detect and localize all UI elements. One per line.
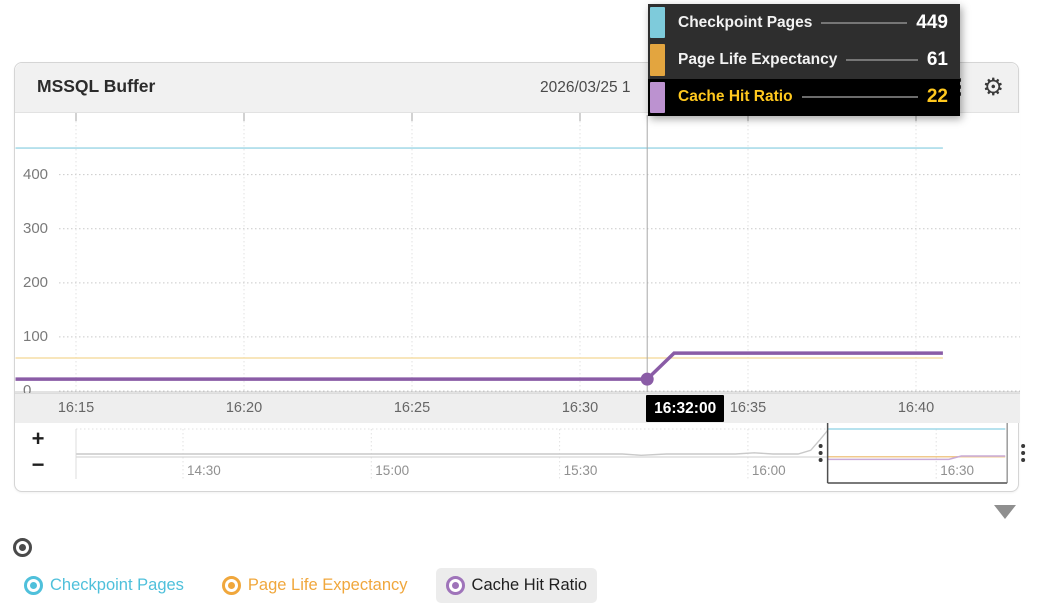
- tooltip-leader-line: [801, 96, 918, 99]
- navigator-time-label: 16:30: [940, 463, 974, 478]
- brush-handle-left-dot: [818, 444, 823, 448]
- legend-radio-icon-cache-hit-ratio-dot: [451, 582, 459, 589]
- y-axis-label: 300: [23, 219, 49, 237]
- tooltip-series-label: Cache Hit Ratio: [678, 88, 793, 106]
- chart-plot-svg: [15, 113, 1020, 393]
- y-axis-label: 0: [23, 382, 32, 399]
- x-axis-label: 16:30: [561, 400, 599, 416]
- brush-handle-left[interactable]: [818, 444, 823, 462]
- collapse-triangle-icon[interactable]: [994, 505, 1016, 519]
- tooltip-series-swatch: [650, 44, 665, 76]
- y-axis-label: 400: [23, 165, 49, 183]
- navigator-time-label: 15:30: [563, 463, 598, 478]
- x-axis-label: 16:25: [393, 400, 431, 416]
- tooltip-leader-line: [821, 21, 908, 24]
- brush-handle-right-dot: [1021, 458, 1026, 462]
- tooltip-leader-line: [846, 58, 918, 61]
- zoom-in-button[interactable]: +: [25, 427, 51, 451]
- legend-item-checkpoint-pages[interactable]: Checkpoint Pages: [14, 568, 194, 603]
- x-axis-label: 16:20: [225, 400, 263, 416]
- navigator-time-label: 16:00: [751, 463, 786, 478]
- chart-panel: MSSQL Buffer 2026/03/25 1 ⚙ 0 100 200 300 40…: [14, 62, 1026, 493]
- x-axis-strip: 16:32:00 16:15 16:20 16:25 16:30 16:35 16:40: [15, 393, 1020, 423]
- tooltip-row: Cache Hit Ratio 22: [648, 78, 960, 116]
- tooltip-series-value: 22: [926, 86, 948, 108]
- tooltip-series-swatch: [650, 81, 665, 113]
- panel-date-range: 2026/03/25 1: [540, 79, 631, 96]
- tooltip-series-swatch: [650, 7, 665, 39]
- navigator-brush[interactable]: [826, 423, 1008, 484]
- navigator-series-history-preview-upper: [76, 429, 829, 457]
- y-axis-label: 100: [23, 327, 49, 345]
- series-line-cache-hit-ratio: [15, 351, 943, 381]
- x-axis-label: 16:15: [57, 400, 95, 416]
- legend-label: Cache Hit Ratio: [471, 576, 588, 594]
- tooltip-series-label: Page Life Expectancy: [678, 50, 838, 68]
- zoom-out-button[interactable]: −: [25, 453, 51, 477]
- navigator-series-cache-hit-ratio: [827, 455, 1006, 461]
- y-axis-label: 200: [23, 273, 49, 291]
- legend-label: Checkpoint Pages: [50, 576, 184, 594]
- tooltip-row: Page Life Expectancy 61: [648, 41, 960, 78]
- series-toggle-radio-icon[interactable]: [13, 538, 32, 557]
- x-axis-label: 16:40: [897, 400, 935, 416]
- tooltip-series-label: Checkpoint Pages: [678, 13, 813, 31]
- brush-handle-left-dot: [818, 451, 823, 455]
- tooltip-series-value: 449: [916, 11, 948, 33]
- brush-handle-left-dot: [818, 458, 823, 462]
- legend-radio-icon-cache-hit-ratio: [445, 576, 465, 595]
- legend-radio-icon-page-life-expectancy-dot: [227, 582, 235, 589]
- navigator-time-label: 15:00: [375, 463, 410, 478]
- timeline-navigator[interactable]: + − 14:30 15:00 15:30 16:00 16:30: [15, 423, 1026, 493]
- legend-item-cache-hit-ratio[interactable]: Cache Hit Ratio: [435, 568, 598, 603]
- legend-radio-icon-page-life-expectancy: [221, 576, 241, 595]
- tooltip-row: Checkpoint Pages 449: [648, 4, 960, 41]
- cursor-time-flag: 16:32:00: [646, 395, 725, 422]
- panel-title: MSSQL Buffer: [37, 76, 156, 96]
- legend-item-page-life-expectancy[interactable]: Page Life Expectancy: [212, 568, 418, 603]
- legend: Checkpoint Pages Page Life Expectancy Cach…: [14, 568, 598, 603]
- brush-handle-right-dot: [1021, 444, 1026, 448]
- cursor-point-marker: [640, 372, 654, 386]
- hover-tooltip: Checkpoint Pages 449 Page Life Expectancy 6…: [648, 4, 960, 116]
- x-axis-label: 16:35: [729, 400, 767, 416]
- navigator-svg: [75, 423, 1026, 484]
- brush-handle-right[interactable]: [1021, 444, 1026, 462]
- gear-icon[interactable]: ⚙: [982, 74, 1004, 101]
- brush-handle-right-dot: [1021, 451, 1026, 455]
- tooltip-series-value: 61: [926, 48, 948, 70]
- series-toggle-radio-dot: [19, 544, 26, 551]
- legend-label: Page Life Expectancy: [247, 576, 408, 594]
- legend-radio-icon-checkpoint-pages: [24, 576, 43, 595]
- legend-radio-icon-checkpoint-pages-dot: [30, 582, 37, 589]
- navigator-time-label: 14:30: [187, 463, 221, 478]
- chart-plot-area[interactable]: 0 100 200 300 400: [15, 113, 1020, 399]
